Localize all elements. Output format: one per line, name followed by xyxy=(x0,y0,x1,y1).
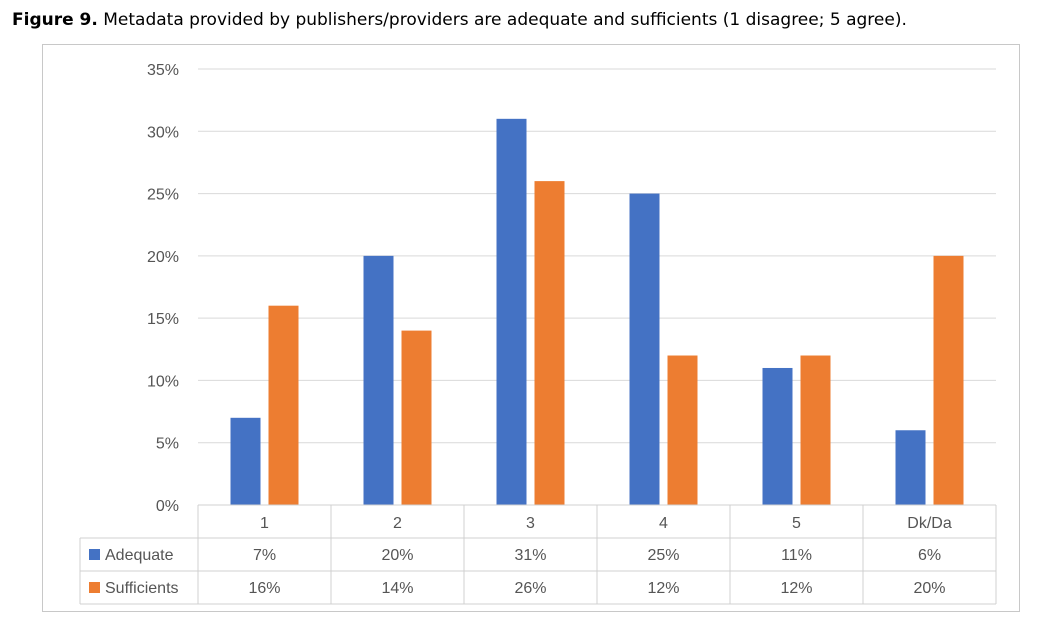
y-tick-label: 20% xyxy=(147,249,179,266)
data-label: 16% xyxy=(248,580,280,597)
figure-caption-text: Metadata provided by publishers/provider… xyxy=(97,10,907,30)
data-label: 31% xyxy=(514,547,546,564)
bar-adequate xyxy=(629,193,660,506)
data-label: 20% xyxy=(381,547,413,564)
y-tick-label: 15% xyxy=(147,311,179,328)
bar-sufficients xyxy=(933,255,964,505)
bar-sufficients xyxy=(534,181,565,505)
y-tick-label: 0% xyxy=(156,498,179,515)
data-label: 12% xyxy=(647,580,679,597)
bar-adequate xyxy=(496,118,527,505)
legend-swatch-sufficients xyxy=(89,582,100,593)
data-label: 14% xyxy=(381,580,413,597)
bar-adequate xyxy=(895,430,926,505)
bar-sufficients xyxy=(268,305,299,505)
figure-caption: Figure 9. Metadata provided by publisher… xyxy=(12,10,907,30)
x-category-label: 4 xyxy=(659,515,668,532)
y-tick-label: 25% xyxy=(147,187,179,204)
bar-sufficients xyxy=(667,355,698,505)
x-category-label: Dk/Da xyxy=(907,515,952,532)
data-label: 25% xyxy=(647,547,679,564)
data-label: 11% xyxy=(781,547,812,564)
bar-adequate xyxy=(363,255,394,505)
bar-adequate xyxy=(762,367,793,505)
data-label: 20% xyxy=(913,580,945,597)
x-category-label: 5 xyxy=(792,515,801,532)
bar-sufficients xyxy=(800,355,831,505)
bar-adequate xyxy=(230,417,261,505)
x-category-label: 2 xyxy=(393,515,402,532)
data-label: 26% xyxy=(514,580,546,597)
x-category-label: 3 xyxy=(526,515,535,532)
y-tick-label: 10% xyxy=(147,373,179,390)
x-category-label: 1 xyxy=(260,515,269,532)
bar-sufficients xyxy=(401,330,432,505)
chart-frame xyxy=(42,44,1020,612)
data-label: 12% xyxy=(780,580,812,597)
y-tick-label: 5% xyxy=(156,436,179,453)
data-label: 7% xyxy=(253,547,276,564)
figure-label: Figure 9. xyxy=(12,10,98,30)
legend-swatch-adequate xyxy=(89,549,100,560)
legend-label: Adequate xyxy=(105,547,174,564)
legend-label: Sufficients xyxy=(105,580,179,597)
data-label: 6% xyxy=(918,547,941,564)
y-tick-label: 35% xyxy=(147,62,179,79)
y-tick-label: 30% xyxy=(147,124,179,141)
